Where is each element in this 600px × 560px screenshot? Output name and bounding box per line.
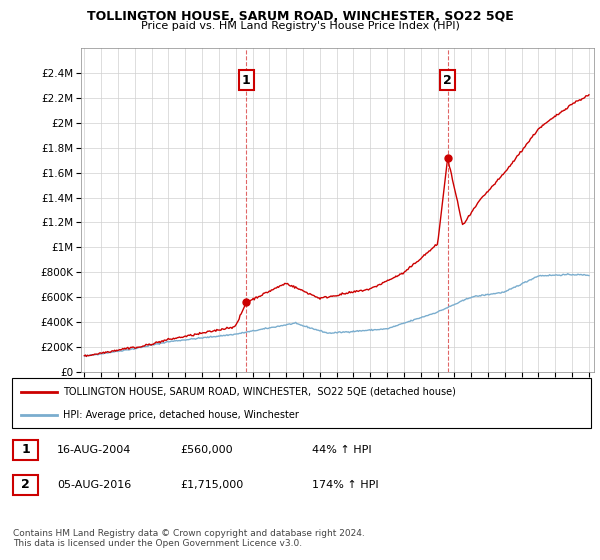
Text: Contains HM Land Registry data © Crown copyright and database right 2024.: Contains HM Land Registry data © Crown c… — [13, 529, 365, 538]
Text: TOLLINGTON HOUSE, SARUM ROAD, WINCHESTER,  SO22 5QE (detached house): TOLLINGTON HOUSE, SARUM ROAD, WINCHESTER… — [63, 386, 456, 396]
Text: 44% ↑ HPI: 44% ↑ HPI — [312, 445, 371, 455]
Text: TOLLINGTON HOUSE, SARUM ROAD, WINCHESTER, SO22 5QE: TOLLINGTON HOUSE, SARUM ROAD, WINCHESTER… — [86, 10, 514, 22]
Text: £1,715,000: £1,715,000 — [180, 480, 243, 490]
Text: £560,000: £560,000 — [180, 445, 233, 455]
Text: 1: 1 — [242, 73, 251, 87]
Text: HPI: Average price, detached house, Winchester: HPI: Average price, detached house, Winc… — [63, 410, 299, 420]
Text: 2: 2 — [22, 478, 30, 492]
Text: 2: 2 — [443, 73, 452, 87]
Text: 05-AUG-2016: 05-AUG-2016 — [57, 480, 131, 490]
Text: 16-AUG-2004: 16-AUG-2004 — [57, 445, 131, 455]
Text: 174% ↑ HPI: 174% ↑ HPI — [312, 480, 379, 490]
Text: This data is licensed under the Open Government Licence v3.0.: This data is licensed under the Open Gov… — [13, 539, 302, 548]
Text: 1: 1 — [22, 443, 30, 456]
Text: Price paid vs. HM Land Registry's House Price Index (HPI): Price paid vs. HM Land Registry's House … — [140, 21, 460, 31]
